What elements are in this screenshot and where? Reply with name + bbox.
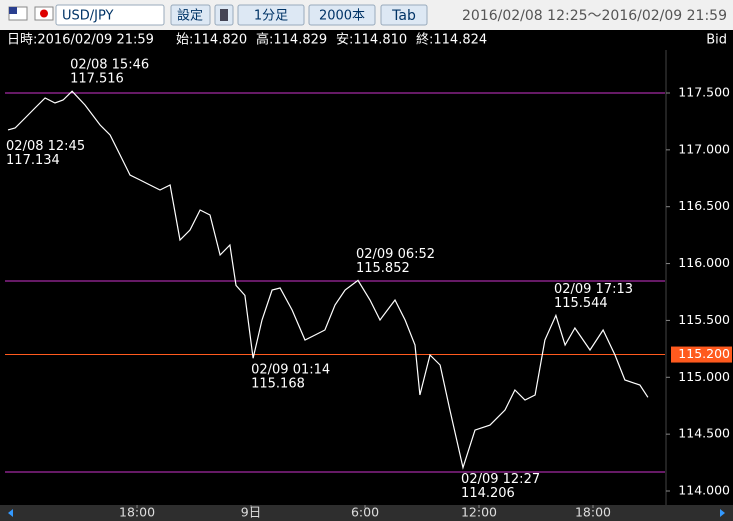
annotation-time: 02/09 17:13 bbox=[554, 282, 633, 297]
calc-icon bbox=[220, 9, 228, 21]
settings-button[interactable] bbox=[170, 4, 211, 26]
y-tick-label: 115.000 bbox=[678, 369, 730, 384]
jp-flag-sun bbox=[40, 9, 48, 18]
tab-button[interactable] bbox=[380, 4, 428, 26]
annotation-value: 115.852 bbox=[356, 261, 410, 276]
interval-label: 1分足 bbox=[254, 9, 288, 24]
info-open: 始:114.820 bbox=[176, 33, 247, 48]
annotation-value: 115.544 bbox=[554, 296, 608, 311]
info-datetime: 日時:2016/02/09 21:59 bbox=[7, 33, 154, 48]
annotation-time: 02/09 01:14 bbox=[251, 363, 330, 378]
count-label: 2000本 bbox=[319, 9, 365, 24]
pair-select[interactable] bbox=[55, 4, 165, 26]
range-label: 2016/02/08 12:25～2016/02/09 21:59 bbox=[462, 8, 727, 24]
x-tick-label: 6:00 bbox=[351, 505, 379, 520]
price-tag bbox=[671, 346, 732, 363]
time-axis-bar bbox=[0, 505, 733, 521]
info-high: 高:114.829 bbox=[256, 32, 327, 48]
x-tick-label: 9日 bbox=[241, 505, 261, 520]
y-tick-label: 116.500 bbox=[678, 198, 730, 213]
price-line-series bbox=[7, 90, 649, 470]
y-tick-label: 115.500 bbox=[678, 312, 730, 327]
y-tick-label: 114.000 bbox=[678, 483, 730, 498]
price-tag-label: 115.200 bbox=[678, 346, 730, 361]
annotation-time: 02/08 15:46 bbox=[70, 58, 149, 73]
annotation-value: 115.168 bbox=[251, 377, 305, 392]
info-close: 終:114.824 bbox=[416, 32, 487, 48]
us-flag-canton bbox=[9, 7, 17, 14]
count-button[interactable] bbox=[308, 4, 376, 26]
annotation-time: 02/09 06:52 bbox=[356, 247, 435, 262]
y-tick-label: 114.500 bbox=[678, 426, 730, 441]
info-side: Bid bbox=[706, 33, 727, 48]
pair-label: USD/JPY bbox=[62, 9, 114, 24]
scroll-left[interactable] bbox=[8, 509, 13, 517]
annotation-time: 02/09 12:27 bbox=[461, 472, 540, 487]
annotation-value: 114.206 bbox=[461, 486, 515, 501]
scroll-right[interactable] bbox=[720, 509, 725, 517]
x-tick-label: 18:00 bbox=[575, 505, 611, 520]
x-tick-label: 12:00 bbox=[461, 505, 497, 520]
y-tick-label: 116.000 bbox=[678, 255, 730, 270]
x-tick-label: 18:00 bbox=[119, 505, 155, 520]
interval-button[interactable] bbox=[237, 4, 305, 26]
info-low: 安:114.810 bbox=[336, 33, 407, 48]
annotation-value: 117.134 bbox=[6, 153, 60, 168]
y-tick-label: 117.000 bbox=[678, 141, 730, 156]
settings-label: 設定 bbox=[177, 8, 203, 24]
annotation-value: 117.516 bbox=[70, 72, 124, 87]
annotation-time: 02/08 12:45 bbox=[6, 139, 85, 154]
y-tick-label: 117.500 bbox=[678, 84, 730, 99]
tab-label: Tab bbox=[391, 8, 416, 24]
